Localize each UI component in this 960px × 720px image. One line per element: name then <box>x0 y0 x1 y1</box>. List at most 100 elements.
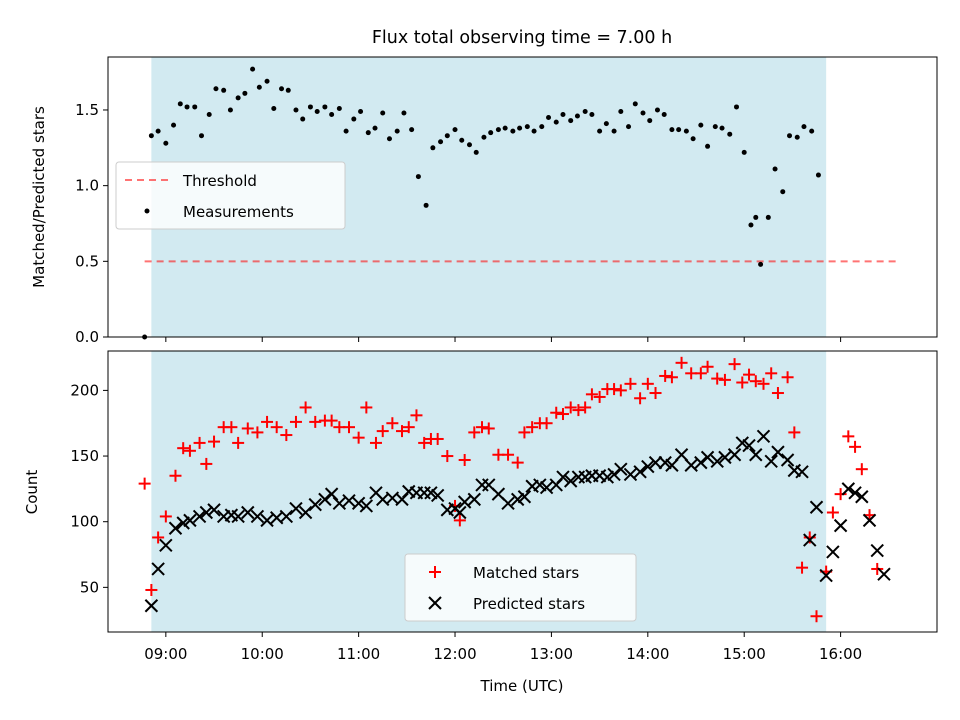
measurement-point <box>365 130 371 136</box>
measurement-point <box>336 105 342 111</box>
matched-star-point <box>659 369 672 382</box>
predicted-star-point <box>231 509 245 524</box>
predicted-star-point <box>877 567 891 581</box>
matched-star-point <box>309 415 322 428</box>
top-panel: 0.0 0.5 1.0 1.5 Matched/Predicted stars Thr… <box>30 56 938 346</box>
measurement-point <box>727 131 733 137</box>
matched-star-point <box>369 436 382 449</box>
measurement-point <box>271 105 277 111</box>
top-x-ticks <box>165 337 842 342</box>
measurement-point <box>626 124 632 130</box>
predicted-star-point <box>539 480 554 495</box>
measurement-point <box>611 128 617 134</box>
bottom-y-tick-label: 50 <box>80 578 99 596</box>
measurement-point <box>794 134 800 140</box>
matched-star-point <box>193 436 206 449</box>
predicted-star-point <box>862 513 877 528</box>
measurement-point <box>293 107 299 113</box>
measurement-point <box>242 90 248 96</box>
x-tick-label: 15:00 <box>723 645 766 663</box>
measurement-point <box>459 137 465 143</box>
bottom-y-axis-label: Count <box>23 470 41 515</box>
measurement-point <box>171 122 177 128</box>
matched-star-point <box>511 456 524 469</box>
predicted-star-point <box>780 453 795 467</box>
matched-star-point <box>482 422 495 435</box>
predicted-star-point <box>795 465 809 479</box>
measurement-point <box>589 112 595 118</box>
predicted-star-point <box>250 509 265 524</box>
predicted-star-point <box>764 454 778 469</box>
matched-star-point <box>675 356 688 369</box>
measurement-point <box>705 143 711 149</box>
measurement-point <box>787 133 793 139</box>
measurement-point <box>394 128 400 134</box>
bottom-panel: 50 100 150 200 09:00 10:00 11:00 12:00 13:00 14:… <box>23 350 938 695</box>
matched-star-point <box>325 414 338 427</box>
measurement-point <box>712 124 718 130</box>
measurement-point <box>438 139 444 145</box>
matched-star-point <box>145 583 158 596</box>
predicted-star-point <box>457 495 472 509</box>
top-y-tick-label: 0.5 <box>75 252 99 270</box>
predicted-star-point <box>563 474 578 488</box>
predicted-star-point <box>718 450 732 465</box>
matched-star-point <box>152 531 165 544</box>
measurement-point <box>772 166 778 172</box>
predicted-star-point <box>633 465 647 479</box>
measurement-point <box>488 130 494 136</box>
measurement-point <box>192 104 198 110</box>
matched-star-point <box>624 377 637 390</box>
measurement-point <box>669 127 675 133</box>
measurement-point <box>640 110 646 116</box>
bottom-x-ticks: 09:00 10:00 11:00 12:00 13:00 14:00 15:00 16:00 <box>144 632 862 663</box>
predicted-star-point <box>359 499 374 513</box>
matched-star-point <box>556 408 569 421</box>
top-y-ticks: 0.0 0.5 1.0 1.5 <box>75 101 108 346</box>
predicted-star-point <box>324 487 339 501</box>
predicted-star-point <box>833 518 848 533</box>
matched-star-point <box>299 401 312 414</box>
predicted-star-point <box>870 543 884 558</box>
predicted-star-point <box>771 445 785 459</box>
measurement-point <box>285 87 291 93</box>
predicted-star-point <box>159 538 173 553</box>
matched-star-point <box>765 367 778 380</box>
predicted-star-point <box>803 533 817 547</box>
legend-measurements-label: Measurements <box>183 203 294 221</box>
predicted-star-point <box>614 462 628 476</box>
measurement-point <box>698 122 704 128</box>
matched-star-point <box>788 426 801 439</box>
matched-star-point <box>360 401 373 414</box>
measurement-point <box>343 128 349 134</box>
matched-star-point <box>540 417 553 430</box>
top-axes-frame <box>107 56 938 338</box>
matched-star-point <box>270 421 283 434</box>
measurement-point <box>676 127 682 133</box>
matched-star-point <box>593 390 606 403</box>
predicted-star-point <box>453 505 467 520</box>
matched-star-point <box>749 375 762 388</box>
predicted-star-point <box>430 488 445 503</box>
matched-star-point <box>431 432 444 445</box>
matched-star-point <box>453 514 466 527</box>
measurement-point <box>430 145 436 151</box>
matched-star-point <box>402 421 415 434</box>
matched-star-point <box>386 417 399 430</box>
matched-star-point <box>736 376 749 389</box>
matched-star-point <box>572 404 585 417</box>
measurement-point <box>510 128 516 134</box>
matched-star-point <box>261 415 274 428</box>
predicted-star-point <box>809 500 824 514</box>
measurement-point <box>719 125 725 131</box>
predicted-star-point <box>749 448 763 462</box>
matched-star-point <box>200 457 213 470</box>
measurement-point <box>213 86 219 92</box>
x-tick-label: 14:00 <box>626 645 669 663</box>
predicted-star-point <box>665 458 679 472</box>
predicted-star-point <box>151 562 165 576</box>
legend-matched-label: Matched stars <box>473 564 579 582</box>
predicted-star-point <box>308 497 322 512</box>
matched-star-point <box>183 444 196 457</box>
matched-star-point <box>826 506 839 519</box>
